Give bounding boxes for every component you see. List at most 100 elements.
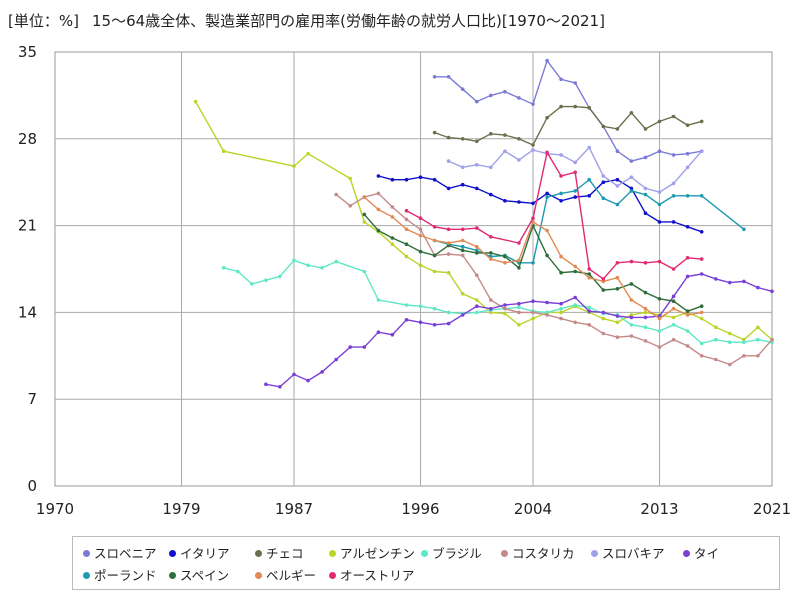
legend-marker [591,550,598,557]
data-point [489,165,493,170]
data-point [531,310,535,315]
data-point [559,306,563,311]
data-point [629,323,634,327]
data-point [657,345,662,349]
data-point [489,310,493,315]
data-point [404,177,409,182]
data-point [714,277,718,281]
data-point [699,354,704,358]
data-point [460,292,465,296]
data-point [460,313,465,317]
data-point [503,199,507,203]
y-tick-label: 28 [18,130,37,148]
data-point [489,306,493,311]
data-point [685,329,690,333]
data-point [643,192,648,197]
data-point [671,114,676,119]
data-point [460,244,465,249]
data-point [573,264,577,269]
x-tick-label: 1970 [36,500,74,518]
data-point [643,211,648,215]
data-point [629,111,634,115]
data-point [657,119,662,124]
data-point [460,227,465,232]
data-point [320,370,324,374]
data-point [587,323,591,327]
legend-marker [329,572,336,579]
legend-label: ベルギー [266,568,317,583]
series-line [434,59,702,162]
data-point [629,334,634,338]
data-point [320,266,324,270]
data-point [671,294,676,299]
data-point [671,267,676,271]
legend-item: スロバキア [591,543,665,562]
data-point [559,174,563,178]
legend-marker [683,550,690,557]
data-point [643,186,648,191]
data-point [278,385,282,389]
data-point [418,233,423,238]
data-point [615,261,620,265]
data-point [756,337,760,342]
data-point [671,315,676,320]
data-point [517,96,521,100]
data-point [334,192,339,197]
data-point [432,225,437,229]
data-point [278,274,282,279]
data-point [615,320,620,325]
data-point [432,130,437,135]
data-point [629,175,634,179]
data-point [657,297,662,301]
plot-area [54,51,773,487]
legend-marker [255,572,262,579]
data-point [489,192,493,197]
data-point [559,199,563,203]
data-point [503,306,507,311]
data-point [404,208,409,213]
data-point [615,177,620,182]
data-point [390,177,395,182]
data-point [559,77,563,82]
data-point [376,191,381,196]
data-point [446,75,451,79]
data-point [432,75,437,79]
data-point [503,303,507,307]
data-point [517,241,521,245]
legend-item: ベルギー [255,565,316,584]
data-point [573,320,577,325]
data-point [460,137,465,141]
data-point [362,220,367,224]
legend-label: アルゼンチン [340,546,415,561]
data-point [446,252,451,256]
data-point [432,323,437,327]
data-point [517,137,521,141]
data-point [545,228,549,233]
data-point [460,87,465,91]
data-point [517,305,521,310]
data-point [629,315,634,320]
data-point [221,149,226,153]
data-point [615,202,620,207]
series-line [378,175,702,233]
data-point [489,235,493,239]
data-point [587,145,591,150]
data-point [671,153,676,157]
data-point [292,258,296,263]
data-point [531,148,535,152]
y-tick-label: 14 [18,303,37,321]
legend-label: スロベニア [94,546,157,561]
y-tick-label: 35 [18,43,37,61]
data-point [699,304,704,309]
data-point [587,267,591,271]
data-point [671,323,676,327]
legend-marker [501,550,508,557]
data-point [573,269,577,274]
data-point [601,279,606,284]
legend-label: スペイン [180,568,230,583]
data-point [629,259,634,264]
data-point [587,272,591,276]
data-point [545,300,549,305]
series-line [223,259,773,345]
